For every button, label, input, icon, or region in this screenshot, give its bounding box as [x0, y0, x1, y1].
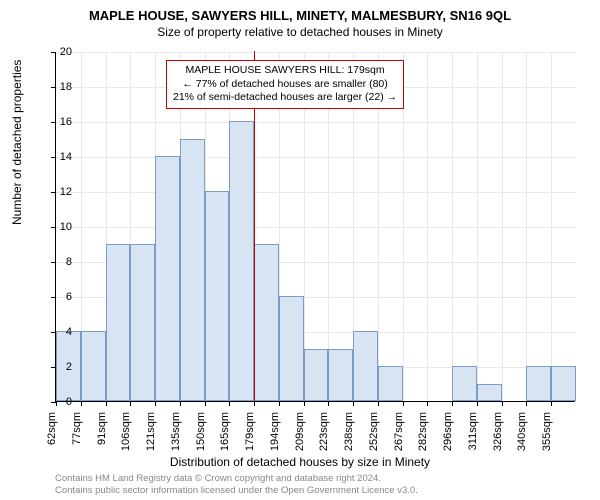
- gridline-h: [56, 157, 576, 158]
- histogram-bar: [353, 331, 378, 401]
- histogram-bar: [205, 191, 230, 401]
- x-tick-mark: [205, 401, 206, 406]
- x-tick-mark: [477, 401, 478, 406]
- x-tick-mark: [452, 401, 453, 406]
- x-tick-mark: [130, 401, 131, 406]
- y-tick-label: 12: [42, 186, 72, 198]
- x-axis-label: Distribution of detached houses by size …: [0, 455, 600, 469]
- x-tick-mark: [551, 401, 552, 406]
- annotation-line: ← 77% of detached houses are smaller (80…: [173, 78, 397, 92]
- gridline-v: [477, 52, 478, 402]
- chart-title-sub: Size of property relative to detached ho…: [0, 23, 600, 39]
- x-tick-mark: [328, 401, 329, 406]
- chart-title-main: MAPLE HOUSE, SAWYERS HILL, MINETY, MALME…: [0, 0, 600, 23]
- histogram-bar: [180, 139, 205, 402]
- chart-area: MAPLE HOUSE SAWYERS HILL: 179sqm← 77% of…: [55, 52, 575, 402]
- y-tick-label: 2: [42, 361, 72, 373]
- histogram-bar: [551, 366, 576, 401]
- y-tick-label: 18: [42, 81, 72, 93]
- x-tick-mark: [155, 401, 156, 406]
- histogram-bar: [155, 156, 180, 401]
- gridline-h: [56, 52, 576, 53]
- footer-attribution: Contains HM Land Registry data © Crown c…: [55, 473, 418, 496]
- histogram-bar: [106, 244, 131, 402]
- annotation-box: MAPLE HOUSE SAWYERS HILL: 179sqm← 77% of…: [166, 60, 404, 109]
- gridline-v: [452, 52, 453, 402]
- y-tick-label: 10: [42, 221, 72, 233]
- chart-container: MAPLE HOUSE, SAWYERS HILL, MINETY, MALME…: [0, 0, 600, 500]
- histogram-bar: [477, 384, 502, 402]
- x-tick-mark: [353, 401, 354, 406]
- x-tick-mark: [180, 401, 181, 406]
- x-tick-mark: [81, 401, 82, 406]
- x-tick-mark: [106, 401, 107, 406]
- x-tick-mark: [502, 401, 503, 406]
- histogram-bar: [254, 244, 279, 402]
- y-tick-label: 4: [42, 326, 72, 338]
- histogram-bar: [378, 366, 403, 401]
- histogram-bar: [452, 366, 477, 401]
- y-tick-label: 16: [42, 116, 72, 128]
- x-tick-mark: [403, 401, 404, 406]
- gridline-h: [56, 122, 576, 123]
- gridline-v: [427, 52, 428, 402]
- x-tick-mark: [254, 401, 255, 406]
- x-tick-mark: [279, 401, 280, 406]
- histogram-bar: [81, 331, 106, 401]
- footer-line-1: Contains HM Land Registry data © Crown c…: [55, 473, 418, 484]
- histogram-bar: [229, 121, 254, 401]
- histogram-bar: [526, 366, 551, 401]
- gridline-v: [526, 52, 527, 402]
- histogram-bar: [130, 244, 155, 402]
- x-tick-mark: [229, 401, 230, 406]
- gridline-h: [56, 192, 576, 193]
- x-tick-mark: [427, 401, 428, 406]
- gridline-v: [551, 52, 552, 402]
- footer-line-2: Contains public sector information licen…: [55, 485, 418, 496]
- annotation-line: 21% of semi-detached houses are larger (…: [173, 91, 397, 105]
- gridline-h: [56, 227, 576, 228]
- x-tick-mark: [526, 401, 527, 406]
- histogram-bar: [304, 349, 329, 402]
- x-tick-mark: [378, 401, 379, 406]
- x-tick-mark: [304, 401, 305, 406]
- y-tick-label: 20: [42, 46, 72, 58]
- y-tick-label: 8: [42, 256, 72, 268]
- y-tick-label: 14: [42, 151, 72, 163]
- histogram-bar: [279, 296, 304, 401]
- y-axis-label: Number of detached properties: [10, 60, 24, 225]
- plot-region: MAPLE HOUSE SAWYERS HILL: 179sqm← 77% of…: [55, 52, 575, 402]
- y-tick-label: 0: [42, 396, 72, 408]
- y-tick-label: 6: [42, 291, 72, 303]
- histogram-bar: [328, 349, 353, 402]
- annotation-line: MAPLE HOUSE SAWYERS HILL: 179sqm: [173, 64, 397, 78]
- gridline-v: [502, 52, 503, 402]
